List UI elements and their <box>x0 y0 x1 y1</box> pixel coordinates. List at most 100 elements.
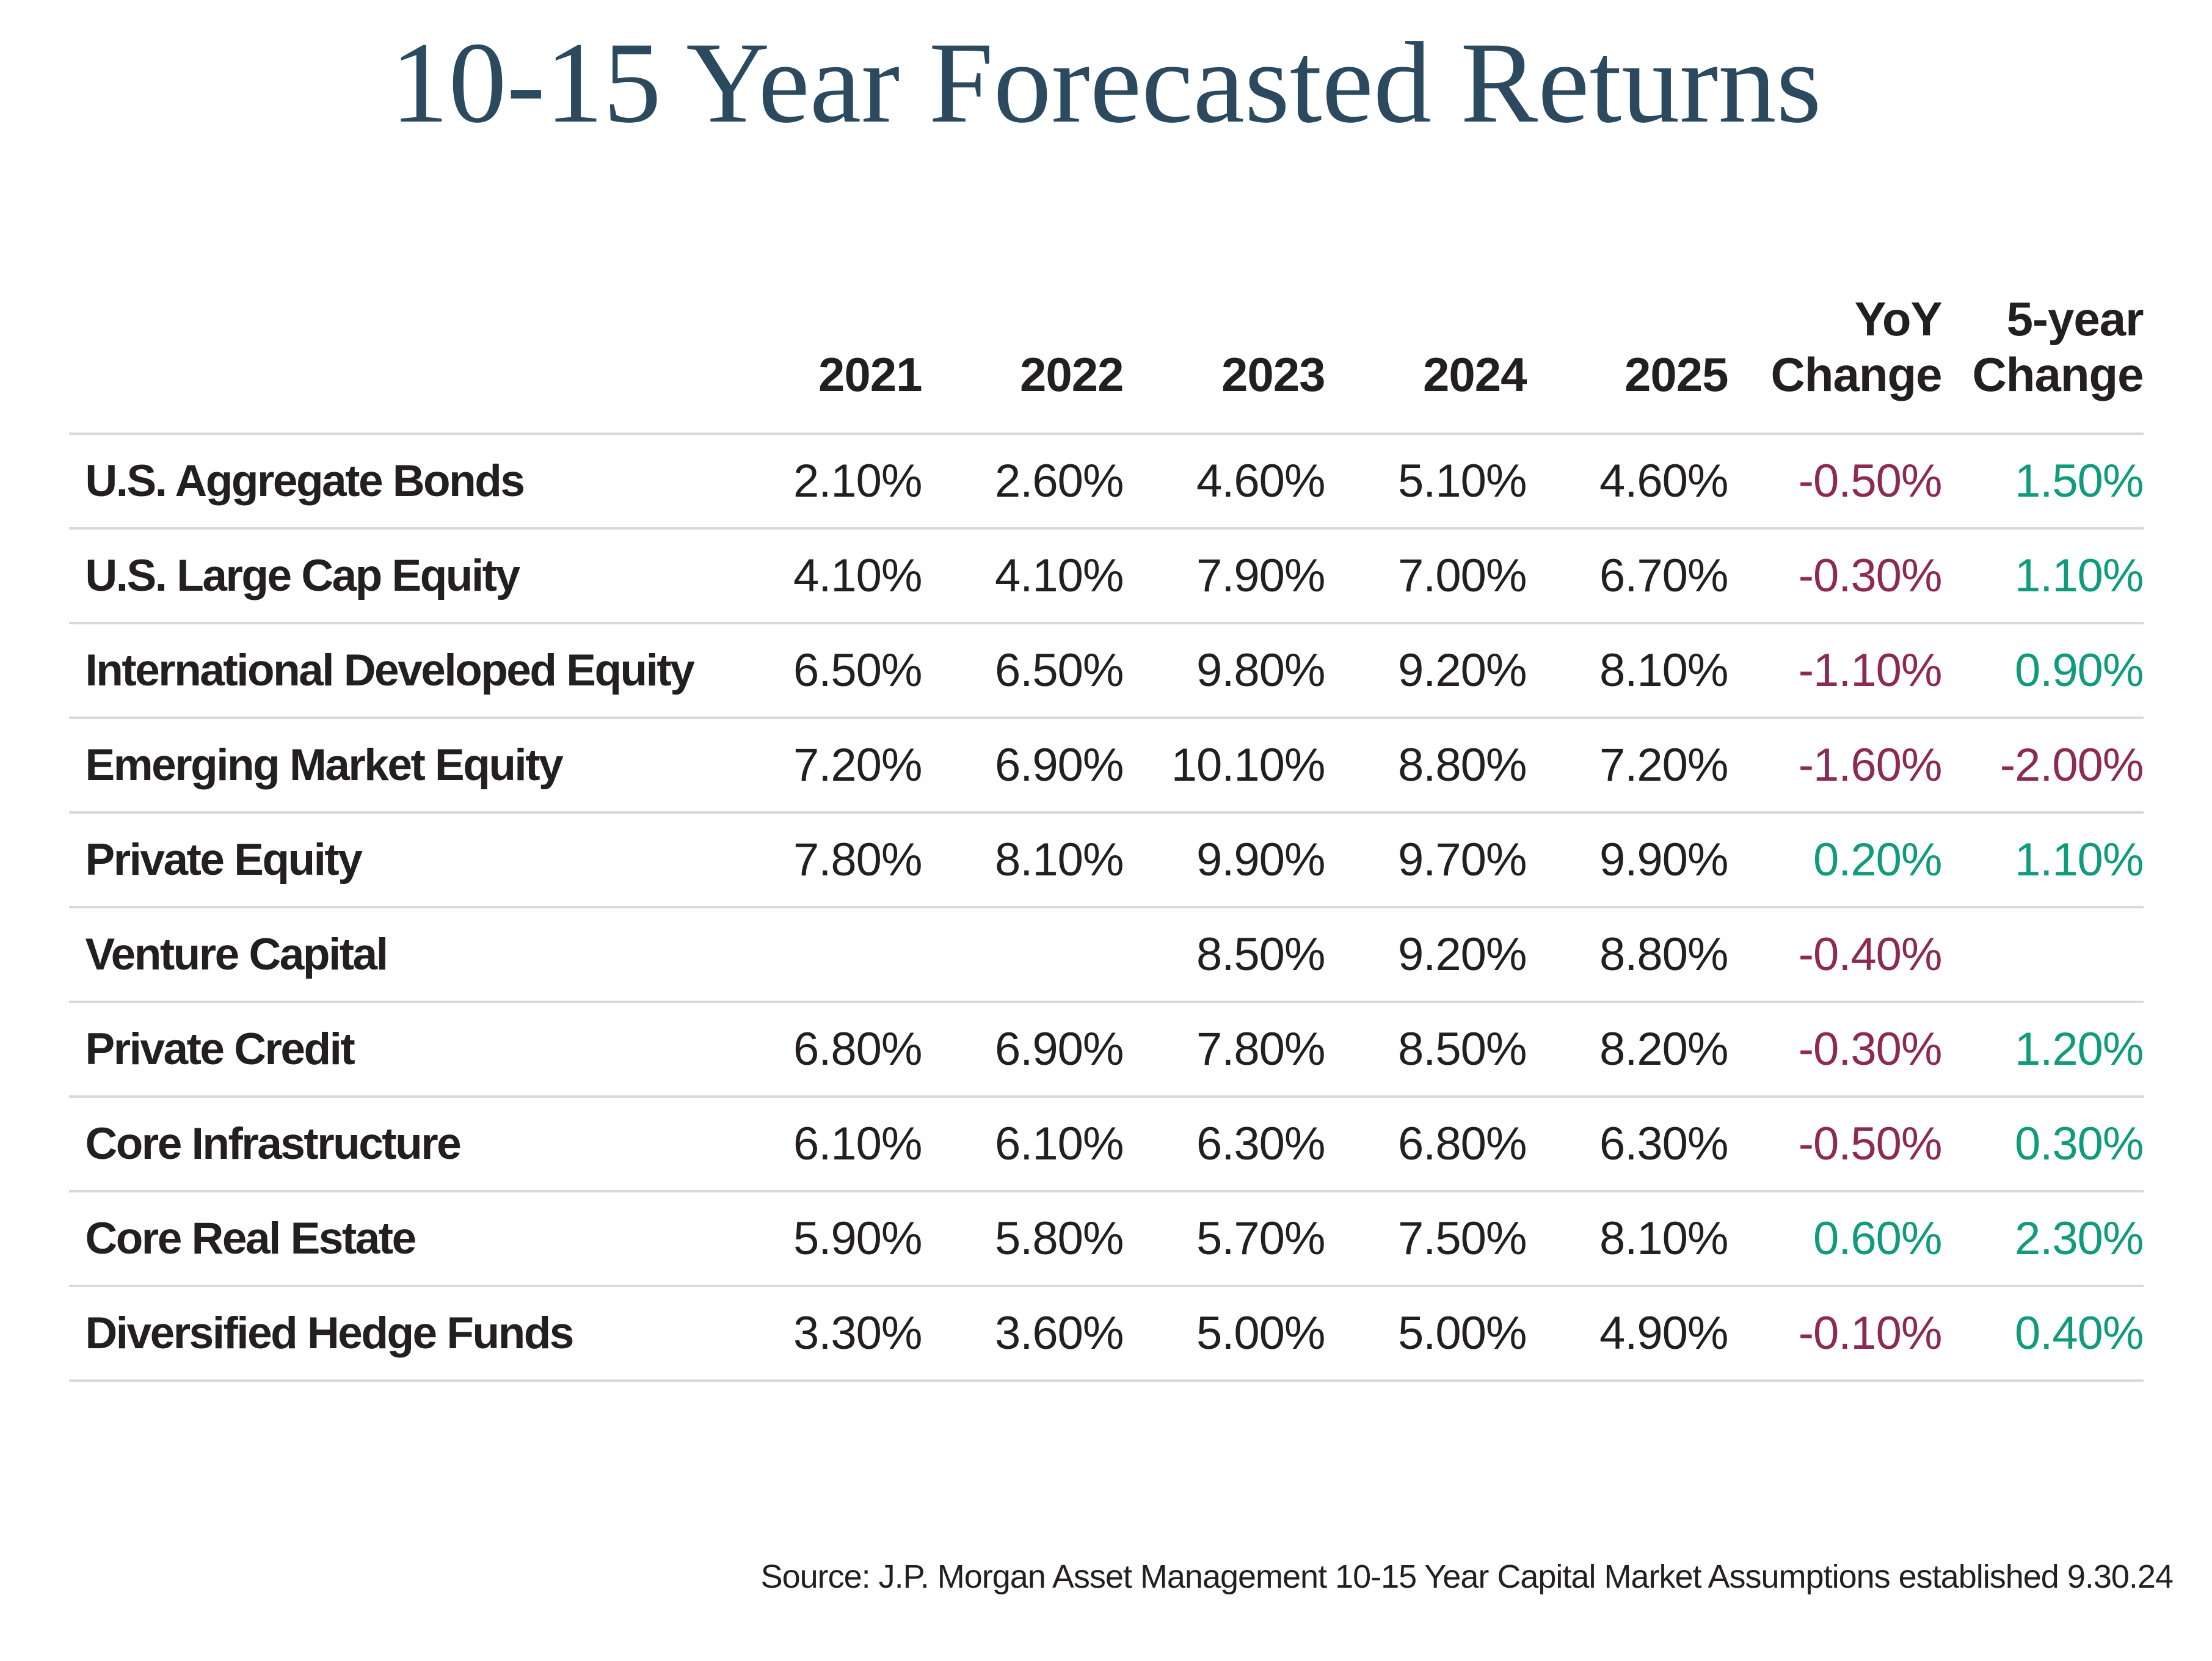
five-year-change-value: 1.50% <box>2015 455 2144 508</box>
value-2023: 5.00% <box>1196 1307 1326 1360</box>
column-header-2022: 2022 <box>1019 347 1124 401</box>
value-2024: 5.00% <box>1398 1307 1527 1360</box>
value-2021: 5.90% <box>793 1213 923 1265</box>
table-row: Private Equity 7.80% 8.10% 9.90% 9.70% 9… <box>68 812 2144 907</box>
value-2023: 6.30% <box>1196 1118 1326 1170</box>
yoy-change-value: -0.50% <box>1798 1118 1943 1170</box>
value-2025: 4.90% <box>1599 1307 1729 1360</box>
five-year-change-value <box>1942 907 2144 1002</box>
asset-class-label: U.S. Aggregate Bonds <box>85 456 525 506</box>
value-2022: 3.60% <box>995 1307 1124 1360</box>
value-2024: 8.80% <box>1398 739 1527 792</box>
five-year-change-value: 0.90% <box>2015 644 2144 697</box>
value-2021: 6.80% <box>793 1023 923 1076</box>
value-2022: 4.10% <box>995 550 1124 602</box>
table-row: Core Infrastructure 6.10% 6.10% 6.30% 6.… <box>68 1097 2144 1191</box>
yoy-change-value: -0.30% <box>1798 1023 1943 1076</box>
table-row: Core Real Estate 5.90% 5.80% 5.70% 7.50%… <box>68 1191 2144 1286</box>
table-row: U.S. Large Cap Equity 4.10% 4.10% 7.90% … <box>68 528 2144 623</box>
value-2022: 6.10% <box>995 1118 1124 1170</box>
five-year-header-line2: Change <box>1972 347 2144 401</box>
value-2023: 7.90% <box>1196 550 1326 602</box>
table-row: Emerging Market Equity 7.20% 6.90% 10.10… <box>68 718 2144 812</box>
value-2025: 4.60% <box>1599 455 1729 508</box>
header-row: 2021 2022 2023 2024 2025 YoY Change 5-ye… <box>69 291 2144 434</box>
asset-class-label: Emerging Market Equity <box>85 740 564 790</box>
asset-class-label: Diversified Hedge Funds <box>85 1309 575 1359</box>
value-2025: 9.90% <box>1599 834 1729 886</box>
value-2025: 8.10% <box>1599 644 1729 697</box>
five-year-change-value: 1.10% <box>2015 834 2144 886</box>
asset-class-label: International Developed Equity <box>85 646 695 696</box>
source-note: Source: J.P. Morgan Asset Management 10-… <box>760 1558 2174 1596</box>
value-2021: 7.20% <box>793 739 923 792</box>
yoy-change-value: -1.60% <box>1798 739 1943 792</box>
five-year-change-value: 0.40% <box>2015 1307 2144 1360</box>
forecast-returns-report: 10-15 Year Forecasted Returns 2021 2022 … <box>0 19 2212 1596</box>
value-2022: 6.90% <box>995 1023 1124 1076</box>
column-header-yoy-change: YoY Change <box>1728 291 1942 434</box>
forecast-table: 2021 2022 2023 2024 2025 YoY Change 5-ye… <box>68 291 2144 1382</box>
asset-class-label: Private Equity <box>85 835 363 885</box>
yoy-change-value: 0.20% <box>1813 834 1943 886</box>
asset-class-label: Core Real Estate <box>85 1214 417 1264</box>
five-year-change-value: 1.10% <box>2015 550 2144 602</box>
value-2023: 5.70% <box>1196 1213 1326 1265</box>
column-header-2021: 2021 <box>818 347 923 401</box>
value-2025: 8.80% <box>1599 929 1729 981</box>
value-2022 <box>922 907 1124 1002</box>
value-2021 <box>721 907 922 1002</box>
value-2021: 6.50% <box>793 644 923 697</box>
value-2021: 2.10% <box>793 455 923 508</box>
value-2023: 7.80% <box>1196 1023 1326 1076</box>
yoy-change-value: -0.30% <box>1798 550 1943 602</box>
value-2024: 7.00% <box>1398 550 1527 602</box>
value-2023: 4.60% <box>1196 455 1326 508</box>
column-header-2023: 2023 <box>1221 347 1326 401</box>
asset-class-label: Core Infrastructure <box>85 1119 462 1169</box>
value-2021: 6.10% <box>793 1118 923 1170</box>
column-header-5-year-change: 5-year Change <box>1942 291 2144 434</box>
yoy-change-value: -1.10% <box>1798 644 1943 697</box>
column-header-2024: 2024 <box>1422 347 1527 401</box>
yoy-change-value: -0.40% <box>1798 929 1943 981</box>
value-2021: 3.30% <box>793 1307 923 1360</box>
value-2025: 8.20% <box>1599 1023 1729 1076</box>
five-year-change-value: -2.00% <box>1999 739 2144 792</box>
value-2025: 7.20% <box>1599 739 1729 792</box>
page-title: 10-15 Year Forecasted Returns <box>390 19 1822 147</box>
value-2024: 5.10% <box>1398 455 1527 508</box>
value-2023: 10.10% <box>1171 739 1326 792</box>
value-2025: 6.70% <box>1599 550 1729 602</box>
value-2021: 4.10% <box>793 550 923 602</box>
five-year-change-value: 0.30% <box>2015 1118 2144 1170</box>
table-row: U.S. Aggregate Bonds 2.10% 2.60% 4.60% 5… <box>68 434 2144 528</box>
value-2025: 8.10% <box>1599 1213 1729 1265</box>
five-year-header-line1: 5-year <box>2006 292 2144 346</box>
yoy-change-value: -0.10% <box>1798 1307 1943 1360</box>
column-header-asset <box>69 291 721 434</box>
yoy-change-value: 0.60% <box>1813 1213 1943 1265</box>
value-2021: 7.80% <box>793 834 923 886</box>
table-row: International Developed Equity 6.50% 6.5… <box>68 623 2144 718</box>
column-header-2025: 2025 <box>1624 347 1729 401</box>
table-row: Venture Capital 8.50% 9.20% 8.80% -0.40% <box>68 907 2144 1002</box>
value-2022: 6.90% <box>995 739 1124 792</box>
yoy-header-line2: Change <box>1770 347 1942 401</box>
value-2024: 6.80% <box>1398 1118 1527 1170</box>
value-2022: 2.60% <box>995 455 1124 508</box>
value-2022: 5.80% <box>995 1213 1124 1265</box>
asset-class-label: Private Credit <box>85 1024 355 1075</box>
asset-class-label: U.S. Large Cap Equity <box>85 551 521 601</box>
value-2022: 6.50% <box>995 644 1124 697</box>
value-2024: 9.20% <box>1398 929 1527 981</box>
value-2024: 7.50% <box>1398 1213 1527 1265</box>
value-2022: 8.10% <box>995 834 1124 886</box>
yoy-header-line1: YoY <box>1854 292 1943 346</box>
yoy-change-value: -0.50% <box>1798 455 1943 508</box>
value-2025: 6.30% <box>1599 1118 1729 1170</box>
value-2023: 9.80% <box>1196 644 1326 697</box>
table-row: Diversified Hedge Funds 3.30% 3.60% 5.00… <box>68 1286 2144 1381</box>
value-2024: 9.70% <box>1398 834 1527 886</box>
value-2024: 9.20% <box>1398 644 1527 697</box>
